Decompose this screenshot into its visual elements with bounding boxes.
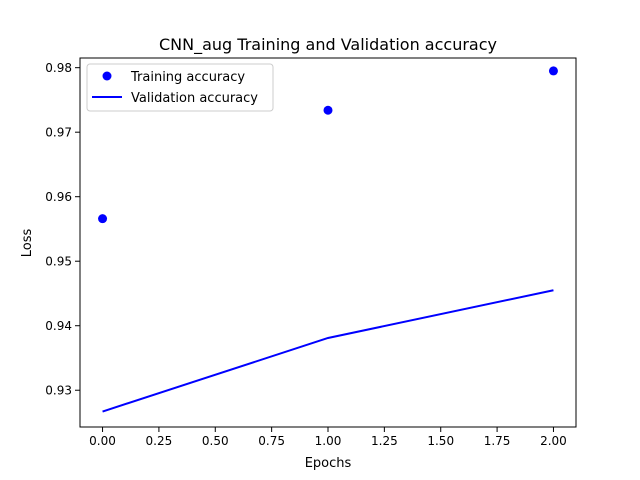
x-tick-label: 1.75 — [484, 434, 511, 448]
x-tick-label: 1.00 — [315, 434, 342, 448]
y-tick-label: 0.95 — [45, 255, 72, 269]
x-tick-label: 0.00 — [89, 434, 116, 448]
chart-title: CNN_aug Training and Validation accuracy — [159, 35, 497, 55]
x-axis-label: Epochs — [305, 456, 352, 471]
y-tick-label: 0.96 — [45, 190, 72, 204]
x-axis: 0.00 0.25 0.50 0.75 1.00 1.25 1.50 1.75 2.00 — [89, 427, 567, 448]
training-accuracy-point — [323, 105, 333, 115]
x-tick-label: 0.25 — [146, 434, 173, 448]
validation-accuracy-line — [102, 289, 554, 413]
x-tick-label: 1.25 — [371, 434, 398, 448]
training-accuracy-point — [98, 214, 108, 224]
y-tick-label: 0.97 — [45, 126, 72, 140]
x-tick-label: 2.00 — [540, 434, 567, 448]
x-tick-label: 0.75 — [258, 434, 285, 448]
x-tick-label: 1.50 — [427, 434, 454, 448]
y-tick-label: 0.94 — [45, 319, 72, 333]
y-tick-label: 0.98 — [45, 61, 72, 75]
y-axis-label: Loss — [20, 229, 35, 258]
legend-frame — [86, 63, 274, 112]
x-tick-label: 0.50 — [202, 434, 229, 448]
legend-label-validation: Validation accuracy — [131, 91, 258, 106]
legend-label-training: Training accuracy — [130, 70, 245, 85]
training-accuracy-point — [548, 66, 558, 76]
data-marks — [98, 66, 558, 413]
y-tick-label: 0.93 — [45, 384, 72, 398]
legend-marker-training — [102, 71, 112, 81]
legend: Training accuracy Validation accuracy — [86, 63, 274, 112]
y-axis: 0.93 0.94 0.95 0.96 0.97 0.98 — [45, 61, 80, 398]
